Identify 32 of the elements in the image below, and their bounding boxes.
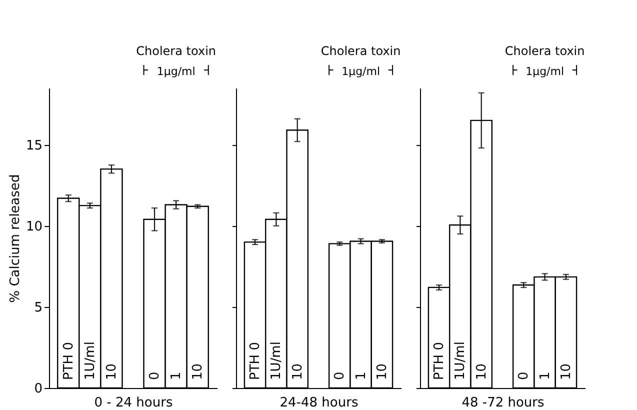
y-axis-title: % Calcium released bbox=[8, 174, 23, 303]
x-tick-label: 10 bbox=[190, 363, 206, 380]
y-tick-label: 15 bbox=[26, 138, 42, 154]
text: Cholera toxin bbox=[320, 44, 401, 58]
text: 1μg/ml bbox=[526, 65, 564, 78]
x-tick-label: 1U/ml bbox=[453, 342, 468, 380]
x-tick-label: 0 bbox=[332, 372, 348, 380]
text: Cholera toxin bbox=[136, 44, 216, 58]
x-tick-label: 10 bbox=[104, 363, 120, 380]
x-tick-label: PTH 0 bbox=[432, 342, 448, 380]
text: 1μg/ml bbox=[342, 65, 380, 78]
x-tick-label: PTH 0 bbox=[248, 342, 264, 380]
x-tick-label: PTH 0 bbox=[61, 342, 76, 380]
text: 1μg/ml bbox=[156, 65, 196, 78]
y-tick-label: 5 bbox=[34, 300, 42, 316]
text: Cholera toxin bbox=[504, 44, 585, 58]
x-tick-label: 10 bbox=[474, 363, 490, 380]
x-tick-label: 0 bbox=[516, 372, 532, 380]
x-axis-title: 24-48 hours bbox=[280, 396, 358, 410]
y-tick-label: 0 bbox=[34, 382, 42, 396]
y-tick-label: 10 bbox=[26, 219, 42, 234]
x-tick-label: 1U/ml bbox=[82, 342, 98, 380]
x-tick-label: 1 bbox=[169, 372, 184, 380]
x-tick-label: 1 bbox=[354, 372, 369, 380]
x-tick-label: 10 bbox=[558, 363, 574, 380]
x-tick-label: 10 bbox=[290, 363, 306, 380]
x-tick-label: 1U/ml bbox=[269, 342, 284, 380]
x-axis-title: 48 -72 hours bbox=[462, 396, 545, 410]
x-tick-label: 10 bbox=[374, 363, 390, 380]
x-axis-title: 0 - 24 hours bbox=[94, 396, 173, 410]
x-tick-label: 1 bbox=[538, 372, 553, 380]
x-tick-label: 0 bbox=[148, 372, 163, 380]
